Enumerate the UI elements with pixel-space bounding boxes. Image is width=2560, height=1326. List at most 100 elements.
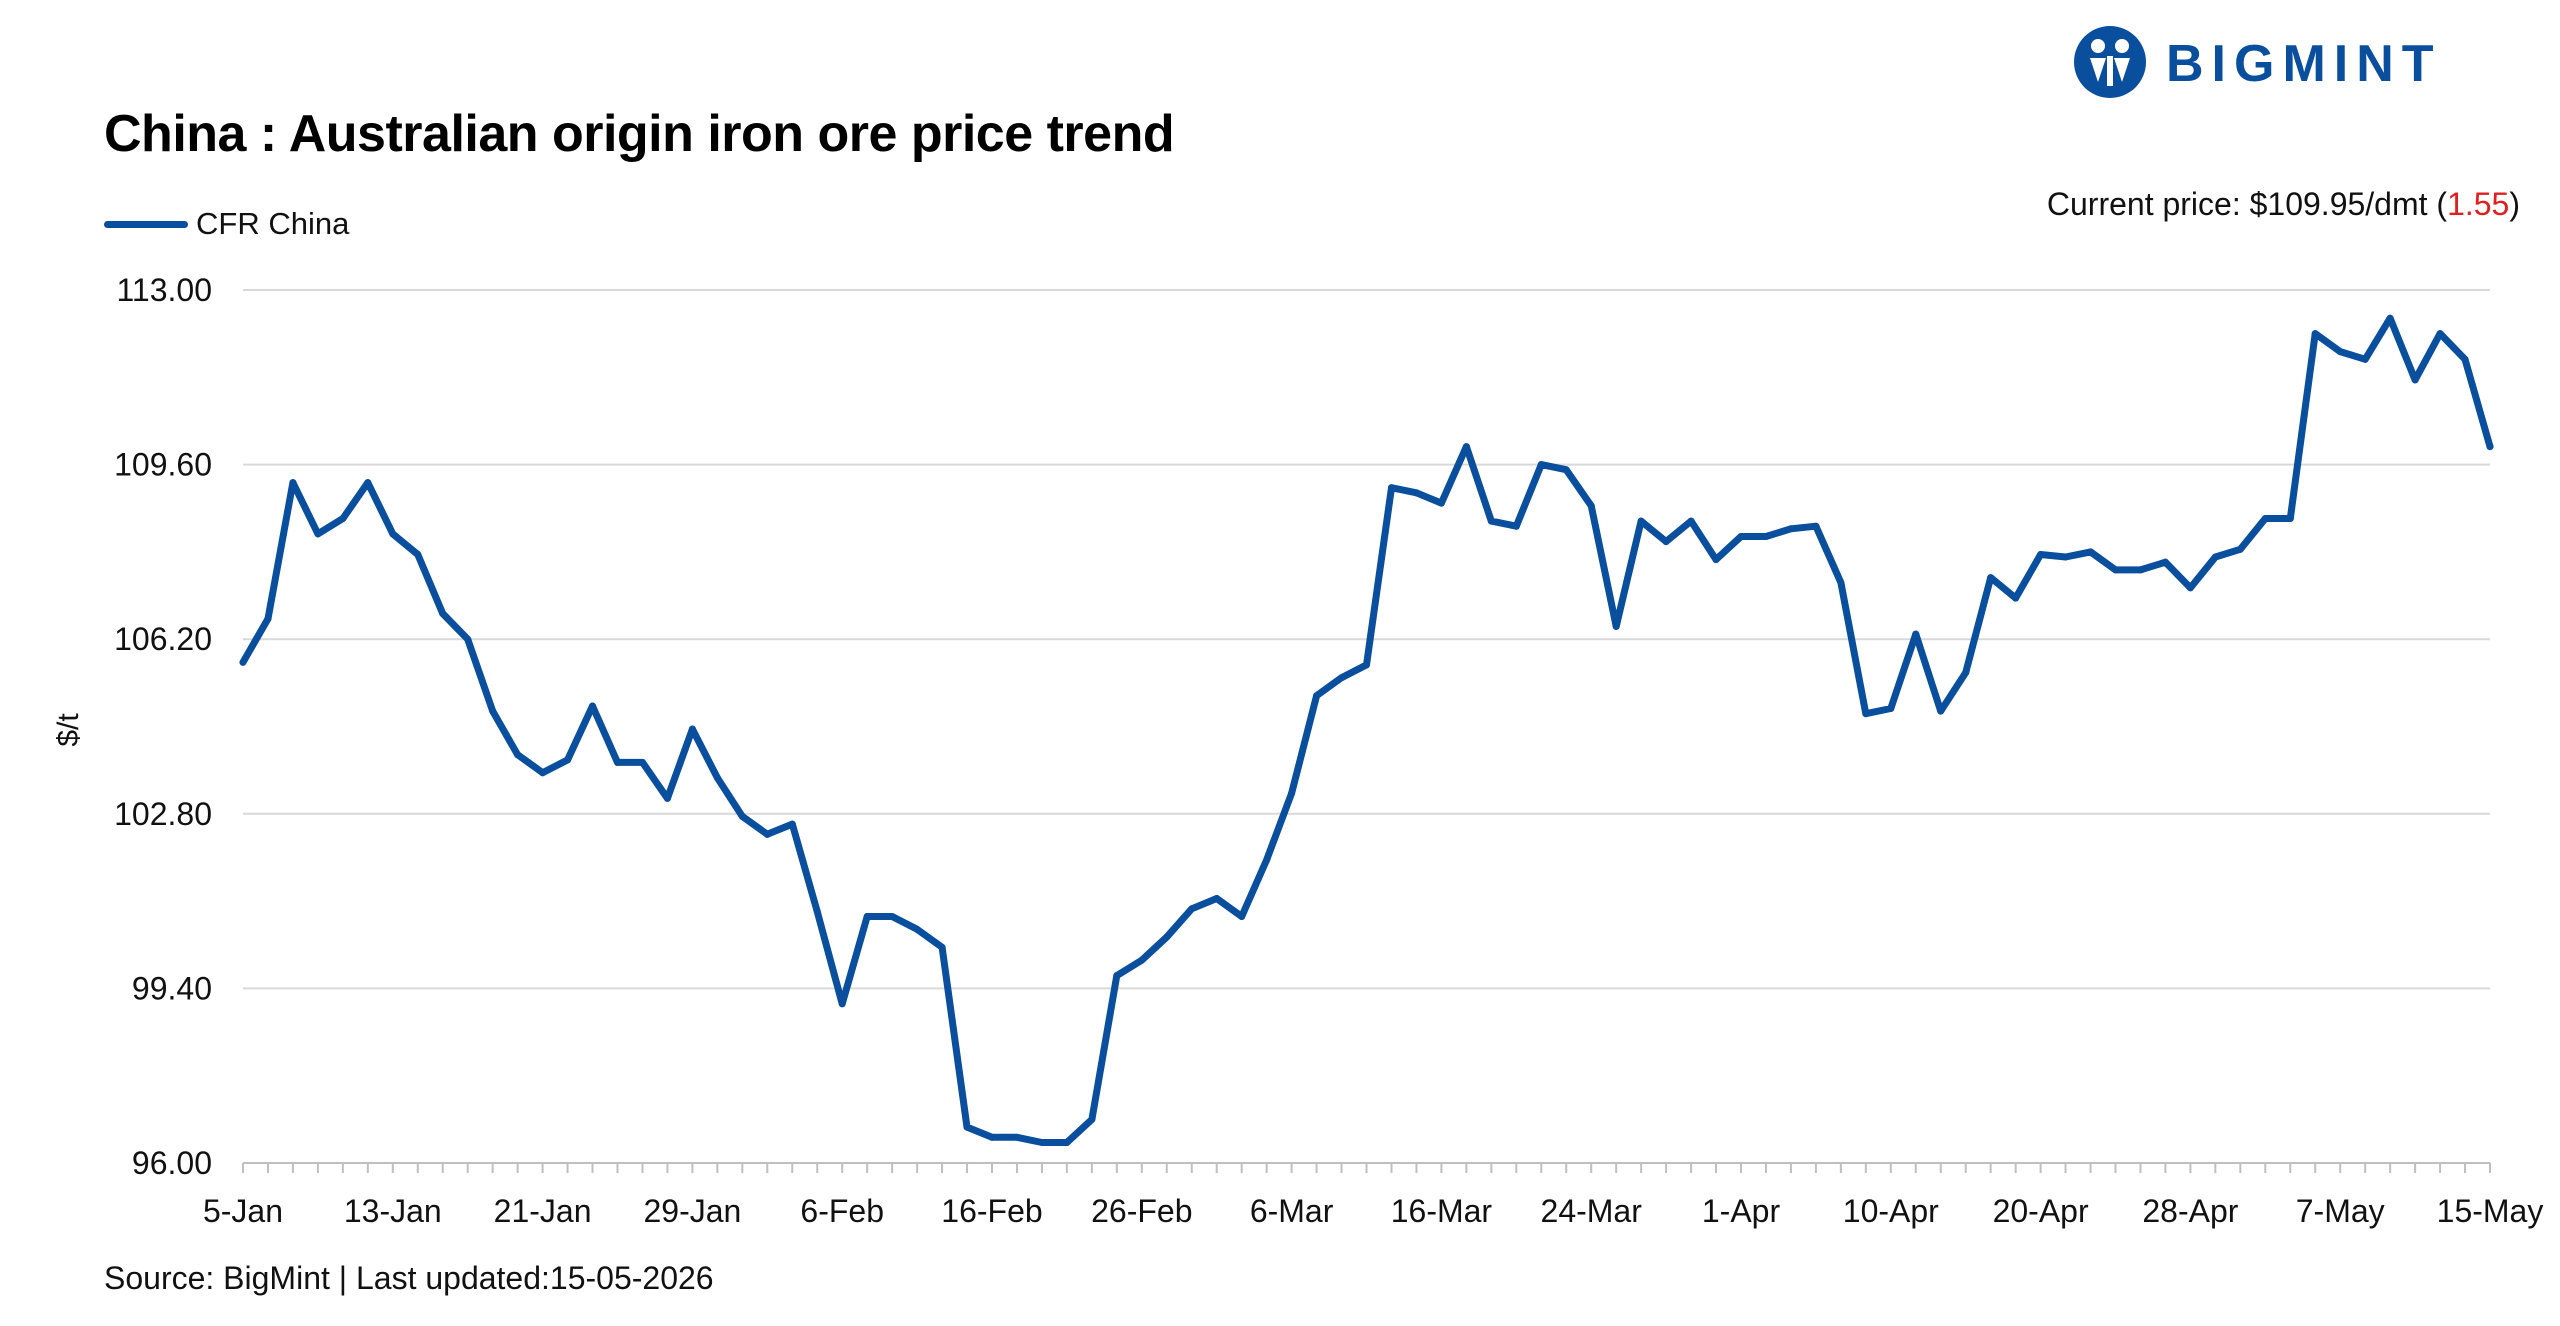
data-point[interactable] [2311,330,2319,338]
data-point[interactable] [1487,517,1495,525]
data-point[interactable] [2411,376,2419,384]
x-tick-label: 20-Apr [1993,1193,2089,1229]
data-point[interactable] [1213,895,1221,903]
current-price-suffix: ) [2509,186,2520,222]
data-point[interactable] [963,1123,971,1131]
data-point[interactable] [1462,443,1470,451]
data-point[interactable] [1088,1115,1096,1123]
data-point[interactable] [1687,517,1695,525]
x-tick-label: 13-Jan [344,1193,442,1229]
data-point[interactable] [314,530,322,538]
data-point[interactable] [1038,1138,1046,1146]
data-point[interactable] [1862,710,1870,718]
data-point[interactable] [1537,461,1545,469]
data-point[interactable] [1837,579,1845,587]
data-point[interactable] [913,925,921,933]
data-point[interactable] [2186,584,2194,592]
data-point[interactable] [2286,515,2294,523]
data-point[interactable] [2461,355,2469,363]
data-point[interactable] [1363,661,1370,669]
data-point[interactable] [1737,532,1745,540]
y-tick-label: 99.40 [132,970,212,1006]
data-point[interactable] [2211,553,2219,561]
data-point[interactable] [339,515,347,523]
data-point[interactable] [1787,525,1795,533]
data-point[interactable] [2062,553,2070,561]
data-point[interactable] [638,758,646,766]
data-point[interactable] [2087,548,2095,556]
data-point[interactable] [1437,499,1445,507]
data-point[interactable] [264,615,272,623]
data-point[interactable] [489,707,497,715]
data-point[interactable] [1387,484,1395,492]
y-tick-label: 102.80 [114,796,212,832]
data-point[interactable] [1912,630,1920,638]
data-point[interactable] [938,943,946,951]
data-point[interactable] [439,610,447,618]
data-point[interactable] [1188,905,1196,913]
data-point[interactable] [2136,566,2144,574]
data-point[interactable] [364,479,372,487]
data-point[interactable] [1138,956,1146,964]
data-point[interactable] [1013,1133,1021,1141]
data-point[interactable] [1263,856,1271,864]
data-point[interactable] [514,751,522,759]
data-point[interactable] [2436,330,2444,338]
current-price-text: Current price: $109.95/dmt ( [2046,186,2448,222]
data-point[interactable] [713,774,721,782]
data-point[interactable] [239,658,247,666]
data-point[interactable] [788,820,796,828]
data-point[interactable] [1562,466,1570,474]
data-point[interactable] [763,830,771,838]
bigmint-logo: BIGMINT [2068,20,2476,106]
data-point[interactable] [1812,522,1820,530]
data-point[interactable] [2161,558,2169,566]
data-point[interactable] [464,635,472,643]
x-tick-label: 6-Mar [1250,1193,1334,1229]
data-point[interactable] [589,702,597,710]
data-point[interactable] [1238,913,1246,921]
data-point[interactable] [2236,545,2244,553]
data-point[interactable] [1887,705,1895,713]
data-point[interactable] [1412,489,1420,497]
data-point[interactable] [1113,972,1121,980]
data-point[interactable] [2112,566,2119,574]
data-point[interactable] [1512,522,1520,530]
data-point[interactable] [2261,515,2269,523]
data-point[interactable] [813,907,821,915]
data-point[interactable] [2486,443,2494,451]
data-point[interactable] [414,550,422,558]
data-point[interactable] [1662,538,1670,546]
data-point[interactable] [564,756,572,764]
data-point[interactable] [1962,669,1970,677]
data-point[interactable] [988,1133,996,1141]
data-point[interactable] [1338,674,1346,682]
data-point[interactable] [539,769,547,777]
data-point[interactable] [1762,532,1770,540]
data-point[interactable] [289,479,297,487]
data-point[interactable] [2037,550,2045,558]
data-point[interactable] [1587,502,1595,510]
data-point[interactable] [838,1000,846,1008]
data-point[interactable] [389,530,397,538]
data-point[interactable] [1987,574,1995,582]
data-point[interactable] [1937,707,1945,715]
data-point[interactable] [1612,622,1620,630]
data-point[interactable] [2336,348,2344,356]
data-point[interactable] [738,812,746,820]
data-point[interactable] [1712,556,1720,564]
data-point[interactable] [663,794,671,802]
data-point[interactable] [2361,355,2369,363]
data-point[interactable] [1637,517,1645,525]
data-point[interactable] [1288,789,1296,797]
data-point[interactable] [1313,692,1321,700]
data-point[interactable] [888,913,896,921]
data-point[interactable] [1163,933,1171,941]
y-axis-ticks: 96.00 99.40 102.80 106.20 109.60 113.00 [114,272,212,1181]
data-point[interactable] [688,725,696,733]
data-point[interactable] [2386,314,2394,322]
data-point[interactable] [863,913,871,921]
data-point[interactable] [1063,1138,1071,1146]
data-point[interactable] [614,758,621,766]
data-point[interactable] [2012,594,2020,602]
